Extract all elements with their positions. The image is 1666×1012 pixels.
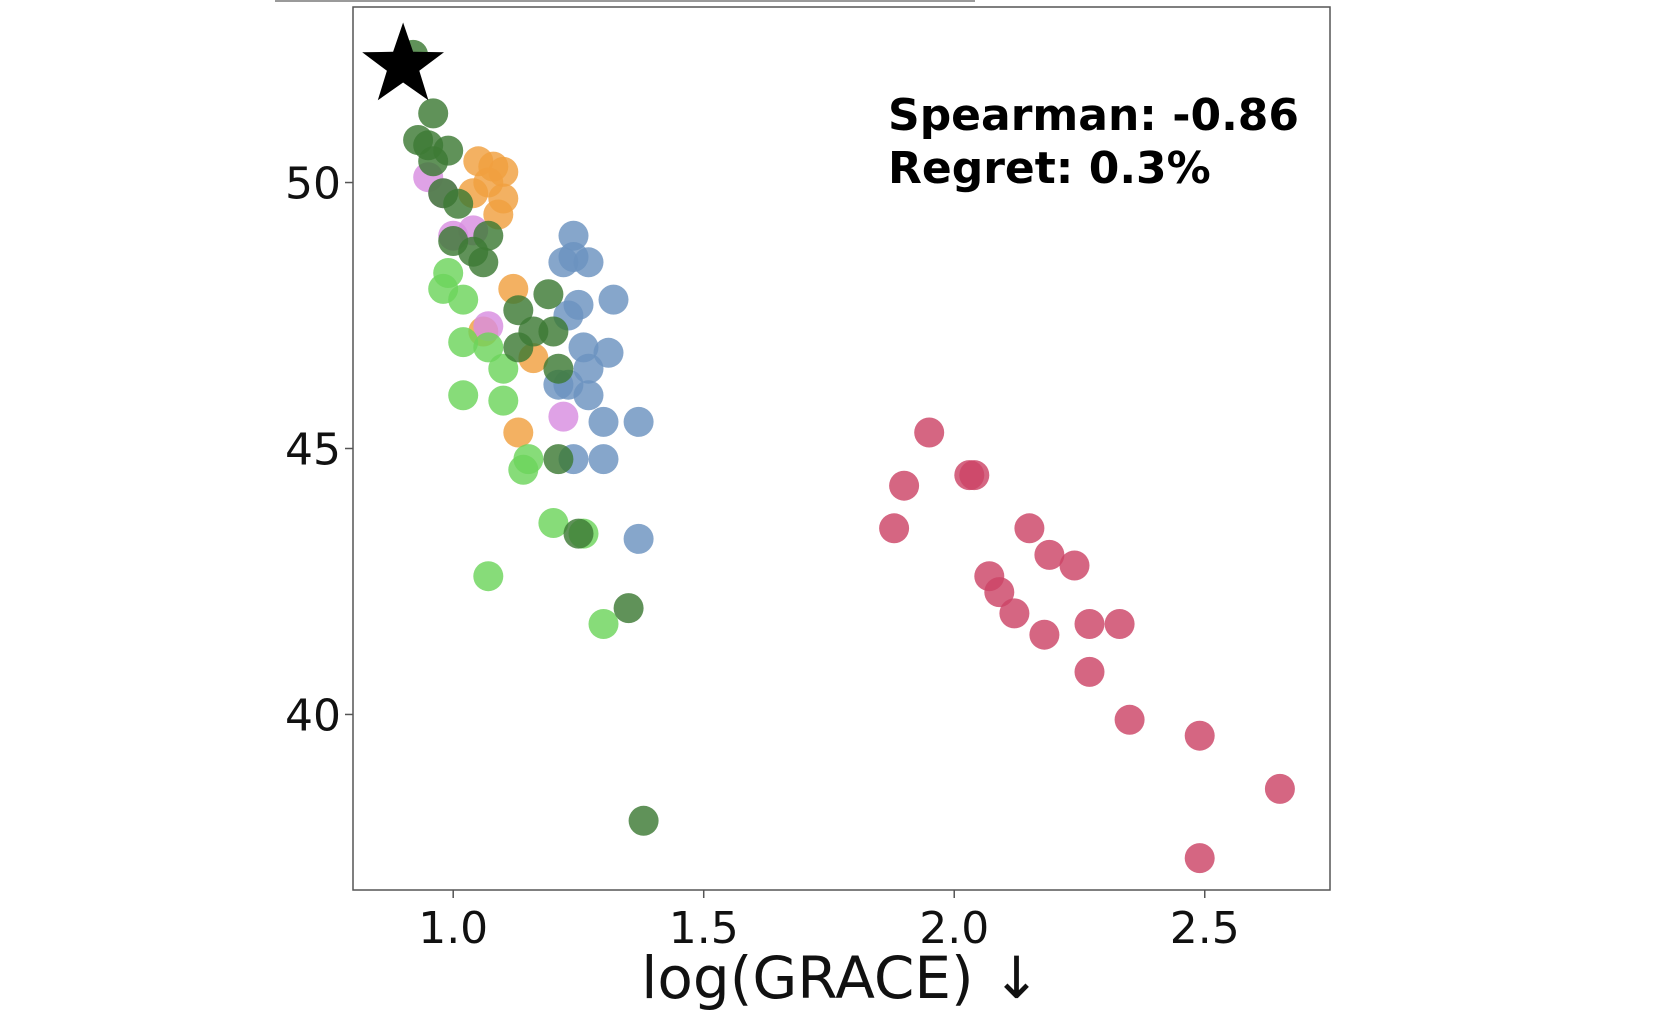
scatter-point (573, 380, 604, 411)
scatter-point (533, 279, 564, 310)
scatter-point (538, 316, 569, 347)
scatter-point (548, 247, 579, 278)
scatter-point (999, 598, 1030, 629)
scatter-point (1059, 550, 1090, 581)
x-ticks: 1.0 1.5 2.0 2.5 (418, 890, 1240, 954)
scatter-point (543, 444, 574, 475)
scatter-point (488, 385, 519, 416)
y-tick-label: 45 (285, 425, 341, 476)
scatter-point (1184, 843, 1215, 874)
scatter-point (448, 380, 479, 411)
scatter-point (959, 460, 990, 491)
scatter-point (418, 98, 449, 129)
x-tick-label: 2.5 (1170, 903, 1240, 954)
x-axis-label: log(GRACE) ↓ (641, 944, 1040, 1012)
annotation-spearman: Spearman: -0.86 (888, 90, 1299, 141)
star-marker (362, 22, 444, 101)
scatter-point (588, 609, 619, 639)
scatter-point (563, 518, 594, 549)
scatter-point (1264, 773, 1295, 804)
scatter-point (448, 327, 479, 358)
scatter-point (879, 513, 910, 544)
scatter-point (473, 561, 504, 592)
scatter-point (473, 311, 504, 342)
scatter-point (543, 353, 574, 384)
scatter-point (1184, 720, 1215, 751)
scatter-point (984, 577, 1015, 608)
scatter-point (488, 353, 519, 384)
star-icon (362, 22, 444, 101)
scatter-point (623, 406, 654, 437)
scatter-point (573, 353, 604, 384)
scatter-point (538, 508, 569, 538)
scatter-point (418, 146, 449, 177)
scatter-point (448, 284, 479, 315)
scatter-point (1034, 539, 1065, 570)
x-tick-label: 2.0 (919, 903, 989, 954)
scatter-point (588, 406, 619, 437)
annotation-regret: Regret: 0.3% (888, 143, 1211, 194)
y-tick-label: 50 (285, 159, 341, 210)
scatter-point (1114, 704, 1145, 735)
scatter-point (623, 523, 654, 554)
scatter-point (914, 417, 945, 448)
scatter-point (1074, 656, 1105, 687)
scatter-point (593, 337, 624, 368)
scatter-point (628, 805, 659, 836)
scatter-point (1074, 609, 1105, 639)
scatter-point (613, 593, 644, 624)
scatter-point (889, 470, 920, 501)
scatter-point (558, 220, 589, 251)
data-points (398, 39, 1295, 874)
x-tick-label: 1.5 (669, 903, 739, 954)
scatter-point (443, 188, 474, 219)
scatter-point (548, 401, 579, 432)
scatter-point (508, 454, 539, 485)
y-tick-label: 40 (285, 690, 341, 741)
scatter-point (1014, 513, 1045, 544)
y-ticks: 40 45 50 (285, 159, 353, 741)
scatter-point (598, 284, 629, 315)
scatter-point (588, 444, 619, 475)
scatter-point (468, 247, 499, 278)
x-tick-label: 1.0 (418, 903, 488, 954)
scatter-point (1029, 619, 1060, 650)
scatter-point (503, 417, 534, 448)
scatter-point (503, 332, 534, 363)
scatter-point (573, 247, 604, 278)
scatter-point (1104, 609, 1135, 639)
scatter-point (473, 332, 504, 363)
scatter-point (503, 295, 534, 326)
